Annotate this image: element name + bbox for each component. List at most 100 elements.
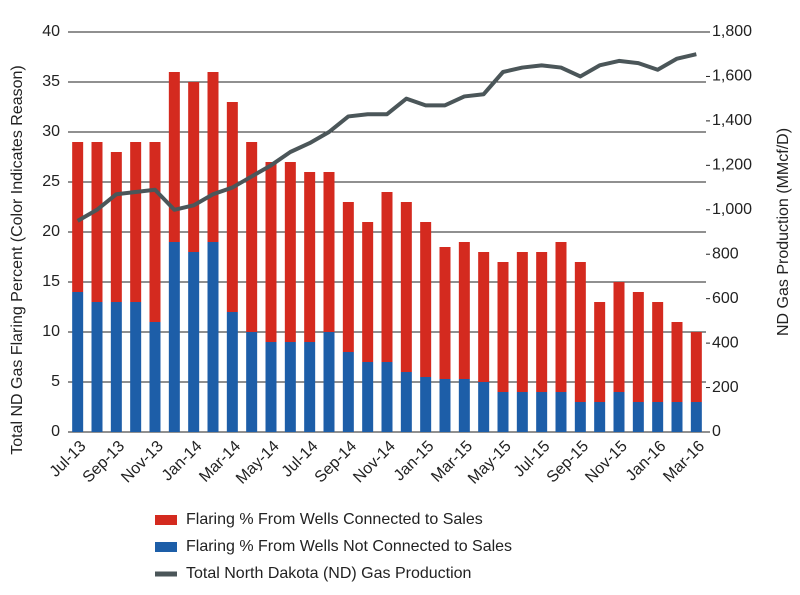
x-tick-label: Nov-15 [582,438,631,487]
y-axis-label: Total ND Gas Flaring Percent (Color Indi… [9,65,26,455]
bar-segment [284,342,296,432]
bar-segment [458,242,470,379]
bar-segment [632,292,644,402]
bar-segment [323,172,335,332]
bar-segment [690,332,702,402]
bar-segment [478,382,490,432]
bar-segment [439,247,451,379]
x-tick-label: Nov-13 [118,438,167,487]
bar-segment [110,302,122,432]
x-tick-label: Jan-15 [391,438,438,485]
bar-segment [613,282,625,392]
bar-segment [516,392,528,432]
line-series [76,52,697,223]
bar-segment [690,402,702,432]
bar-segment [420,377,432,432]
bar-segment [555,242,567,392]
y-tick-label: 30 [42,123,60,140]
legend-label: Total North Dakota (ND) Gas Production [186,565,471,582]
bar-segment [671,322,683,402]
bar-segment [342,352,354,432]
bar-segment [246,332,258,432]
bar-segment [439,379,451,432]
y2-tick-label: 1,600 [712,68,752,85]
bar-segment [168,242,180,432]
bar-segment [671,402,683,432]
x-tick-label: Nov-14 [350,438,399,487]
y-tick-label: 35 [42,73,60,90]
y2-tick-label: 400 [712,334,739,351]
y2-tick-label: 600 [712,290,739,307]
bar-segment [226,102,238,312]
bar-segment [420,222,432,377]
y-tick-label: 40 [42,23,60,40]
x-tick-label: May-14 [233,438,283,488]
bar-segment [613,392,625,432]
bar-segment [497,262,509,392]
bar-segment [110,152,122,302]
bar-segment [400,202,412,372]
bar-segment [91,302,103,432]
y2-axis-label: ND Gas Production (MMcf/D) [775,128,792,336]
bar-segment [497,392,509,432]
x-tick-label: Sep-14 [312,438,361,487]
bar-segment [342,202,354,352]
x-tick-label: May-15 [465,438,515,488]
bar-segment [381,362,393,432]
bar-segment [149,142,161,322]
bar-segment [304,172,316,342]
y-tick-label: 10 [42,323,60,340]
x-tick-label: Jan-16 [623,438,670,485]
bar-segment [188,82,200,252]
bar-segment [594,302,606,402]
bar-segment [226,312,238,432]
y-tick-label: 0 [51,423,60,440]
bar-segment [304,342,316,432]
bar-segment [362,362,374,432]
y2-tick-label: 800 [712,245,739,262]
bar-segment [652,402,664,432]
bar-segment [555,392,567,432]
legend-swatch [155,542,177,552]
bar-segment [72,142,84,292]
bar-segment [207,72,219,242]
bar-segment [574,402,586,432]
bar-segment [265,162,277,342]
y2-tick-label: 200 [712,379,739,396]
legend-swatch [155,515,177,525]
bar-segment [381,192,393,362]
x-tick-label: Sep-13 [80,438,129,487]
bar-segment [265,342,277,432]
bar-segment [246,142,258,332]
x-tick-label: Mar-16 [660,438,708,486]
bar-segment [574,262,586,402]
bar-segment [536,392,548,432]
bar-segment [130,142,142,302]
y2-tick-label: 1,800 [712,23,752,40]
y-tick-label: 20 [42,223,60,240]
legend-label: Flaring % From Wells Connected to Sales [186,511,483,528]
bar-segment [400,372,412,432]
y2-tick-label: 0 [712,423,721,440]
bar-segment [516,252,528,392]
bar-segment [362,222,374,362]
bar-segment [168,72,180,242]
y2-tick-label: 1,000 [712,201,752,218]
bar-segment [72,292,84,432]
legend-label: Flaring % From Wells Not Connected to Sa… [186,538,512,555]
bar-segment [207,242,219,432]
x-tick-label: Sep-15 [544,438,593,487]
x-tick-label: Jan-14 [159,438,206,485]
bar-segment [188,252,200,432]
bar-segment [632,402,644,432]
y-tick-label: 25 [42,173,60,190]
bar-segment [536,252,548,392]
y2-tick-label: 1,400 [712,112,752,129]
bar-segment [149,322,161,432]
bar-segment [130,302,142,432]
bar-segment [91,142,103,302]
y-tick-label: 15 [42,273,60,290]
bar-segment [284,162,296,342]
bar-segment [458,379,470,432]
